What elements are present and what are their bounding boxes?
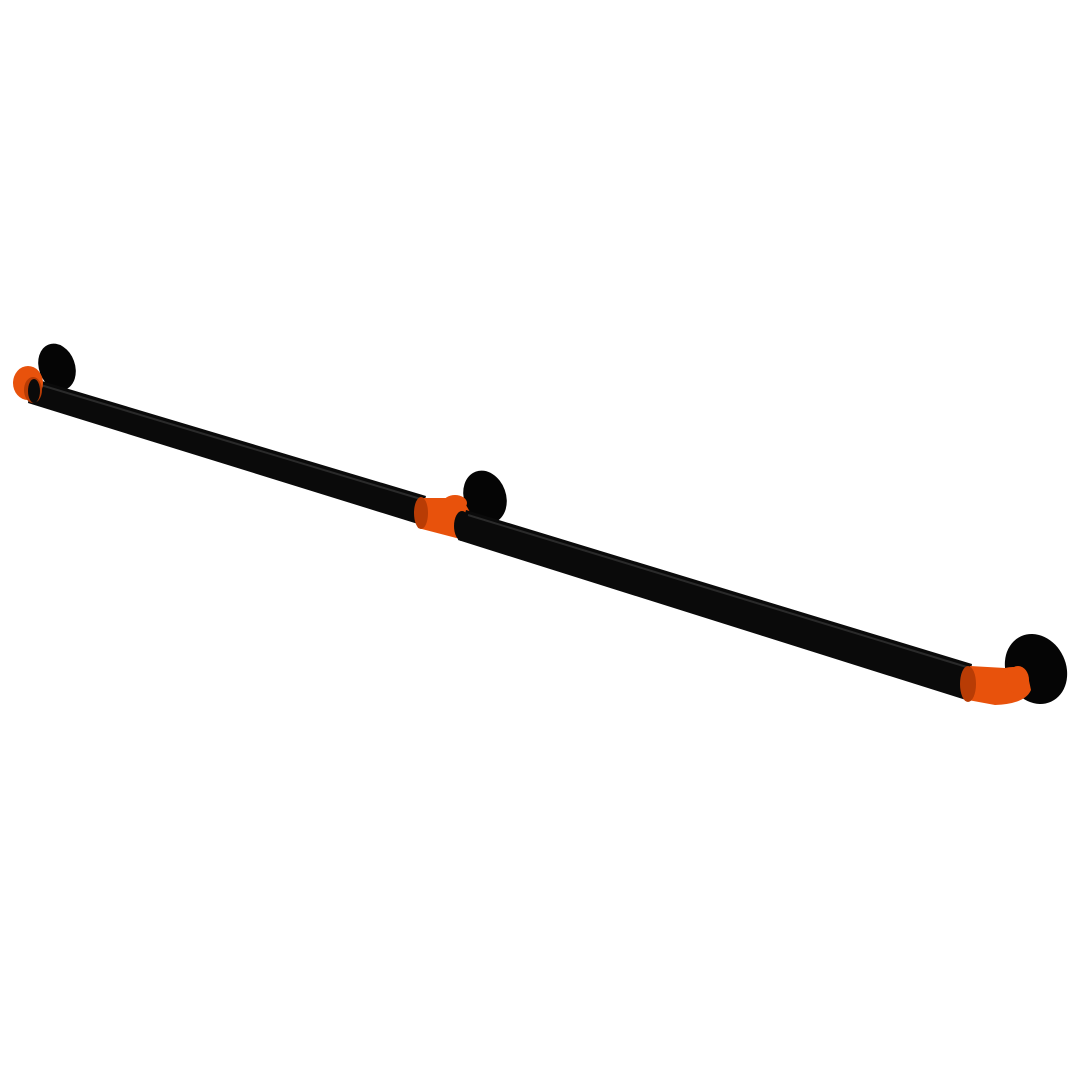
left-pipe-highlight (33, 382, 425, 501)
left-wall-flange (38, 343, 76, 391)
left-pipe (28, 378, 426, 524)
right-pipe-highlight (467, 514, 971, 669)
left-elbow-fitting (13, 366, 43, 403)
right-pipe (458, 510, 972, 700)
right-elbow-fitting (960, 666, 1031, 705)
middle-wall-flange (463, 470, 507, 524)
